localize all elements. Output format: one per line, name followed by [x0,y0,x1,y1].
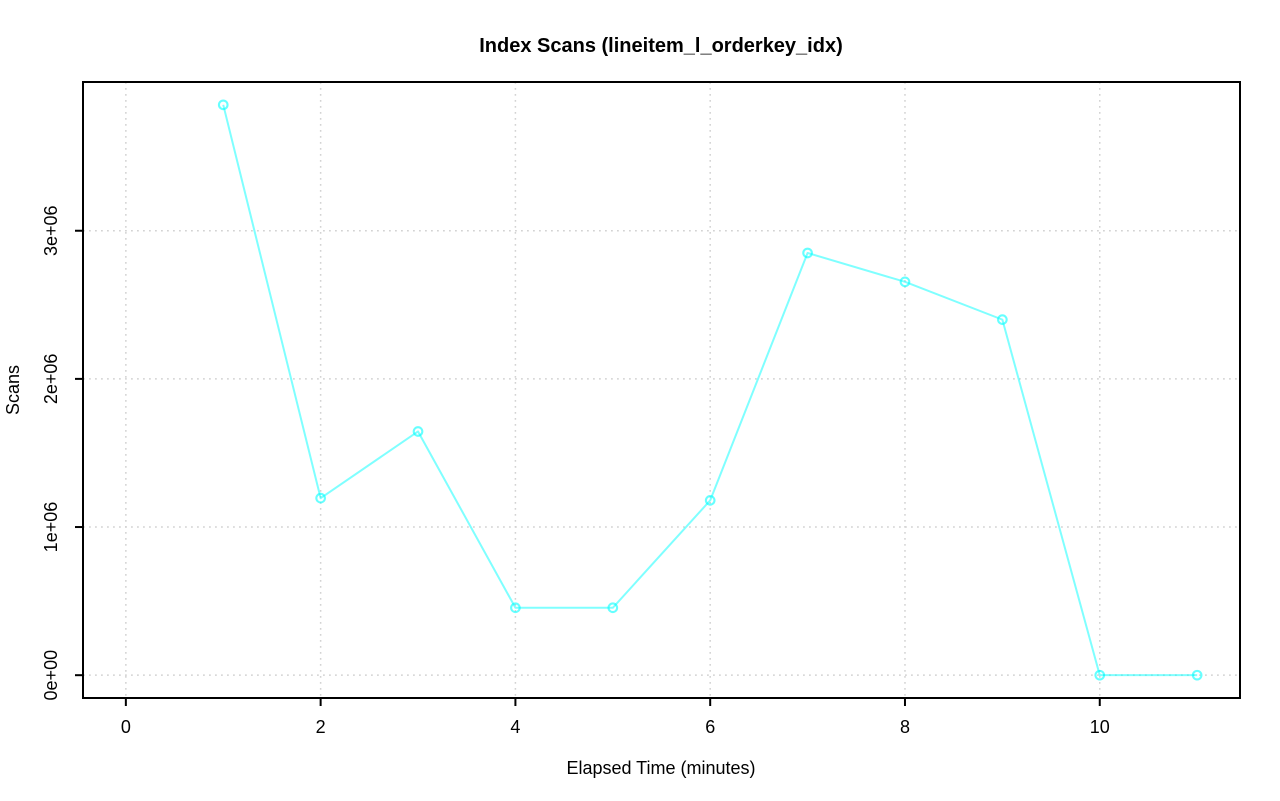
data-point [412,426,424,437]
x-tick-label: 10 [1090,717,1110,737]
data-point [1094,669,1106,681]
x-tick-label: 2 [316,717,326,737]
chart-title: Index Scans (lineitem_l_orderkey_idx) [479,35,843,57]
y-tick-label: 3e+06 [41,205,61,256]
plot-frame [82,81,1241,699]
y-tick-label: 1e+06 [41,502,61,553]
y-tick-label: 2e+06 [41,354,61,405]
x-tick-label: 0 [121,717,131,737]
plot-border [82,81,1241,699]
series-layer [217,99,1203,681]
x-tick-label: 8 [900,717,910,737]
y-axis-label: Scans [3,365,23,415]
data-point [802,247,813,259]
y-tick-label: 0e+00 [41,650,61,701]
x-tick-label: 4 [510,717,520,737]
data-point [607,602,619,614]
data-point [510,602,521,614]
data-point [997,314,1008,325]
data-point [704,495,716,506]
data-point [217,99,229,111]
gridlines [83,82,1240,698]
axis-tick-labels: 0 2 4 6 8 10 0e+00 1e+06 2e+06 3e+06 [41,205,1110,737]
x-axis-label: Elapsed Time (minutes) [566,758,755,778]
series-line [222,104,1198,677]
data-point [315,492,326,504]
data-point [899,276,911,288]
x-tick-label: 6 [705,717,715,737]
data-point [1191,669,1203,681]
axis-ticks [75,229,1101,706]
